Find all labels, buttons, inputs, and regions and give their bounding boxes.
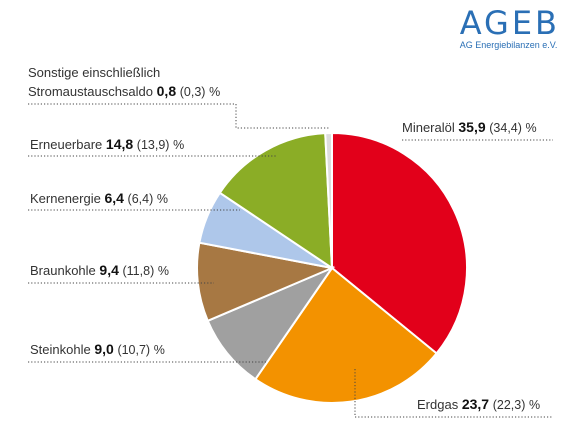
ageb-logo: AGEB AG Energiebilanzen e.V.	[460, 6, 560, 50]
label-steinkohle: Steinkohle 9,0 (10,7) %	[30, 340, 165, 359]
label-braunkohle: Braunkohle 9,4 (11,8) %	[30, 261, 169, 280]
label-sonstige-prev: (0,3)	[179, 85, 206, 99]
leader-line-erdgas	[354, 369, 553, 418]
label-sonstige-line1: Sonstige einschließlich	[28, 65, 161, 80]
logo-subtitle: AG Energiebilanzen e.V.	[459, 40, 558, 50]
pie-slice-mineraloel	[331, 131, 468, 355]
label-sonstige: Sonstige einschließlich Stromaustauschsa…	[28, 64, 220, 101]
label-steinkohle-prev: (10,7)	[117, 343, 151, 357]
label-mineraloel-name: Mineralöl	[402, 120, 455, 135]
label-erneuerbare-unit: %	[173, 138, 185, 152]
label-steinkohle-value: 9,0	[94, 341, 114, 357]
label-kernenergie-unit: %	[156, 192, 168, 206]
leader-line-sonstige	[28, 103, 330, 129]
label-mineraloel-prev: (34,4)	[489, 121, 522, 135]
label-erdgas-unit: %	[528, 398, 541, 412]
label-braunkohle-unit: %	[157, 264, 169, 278]
label-mineraloel-value: 35,9	[458, 119, 486, 135]
label-mineraloel: Mineralöl 35,9 (34,4) %	[402, 118, 537, 137]
label-mineraloel-unit: %	[525, 121, 537, 135]
pie-slice-erneuerbare	[218, 132, 334, 270]
logo-wordmark: AGEB	[459, 4, 560, 42]
label-steinkohle-name: Steinkohle	[30, 342, 91, 357]
label-sonstige-value: 0,8	[156, 83, 177, 99]
label-braunkohle-prev: (11,8)	[122, 264, 155, 278]
label-erneuerbare-prev: (13,9)	[136, 138, 170, 152]
label-braunkohle-name: Braunkohle	[30, 263, 96, 278]
label-erneuerbare: Erneuerbare 14,8 (13,9) %	[30, 135, 184, 154]
label-erdgas-name: Erdgas	[417, 397, 459, 412]
label-erneuerbare-name: Erneuerbare	[30, 137, 103, 152]
label-kernenergie: Kernenergie 6,4 (6,4) %	[30, 189, 168, 208]
label-steinkohle-unit: %	[153, 343, 165, 357]
label-erneuerbare-value: 14,8	[105, 136, 134, 152]
label-kernenergie-name: Kernenergie	[30, 191, 101, 206]
pie-slice-erdgas	[254, 266, 438, 404]
label-braunkohle-value: 9,4	[99, 262, 119, 278]
label-erdgas-prev: (22,3)	[492, 398, 526, 412]
label-kernenergie-value: 6,4	[104, 190, 124, 206]
label-erdgas-value: 23,7	[461, 396, 490, 412]
label-erdgas: Erdgas 23,7 (22,3) %	[417, 395, 540, 414]
label-sonstige-unit: %	[209, 85, 221, 99]
pie-slice-sonstige	[324, 131, 333, 269]
label-kernenergie-prev: (6,4)	[127, 192, 154, 206]
label-sonstige-name: Stromaustauschsaldo	[28, 84, 154, 99]
